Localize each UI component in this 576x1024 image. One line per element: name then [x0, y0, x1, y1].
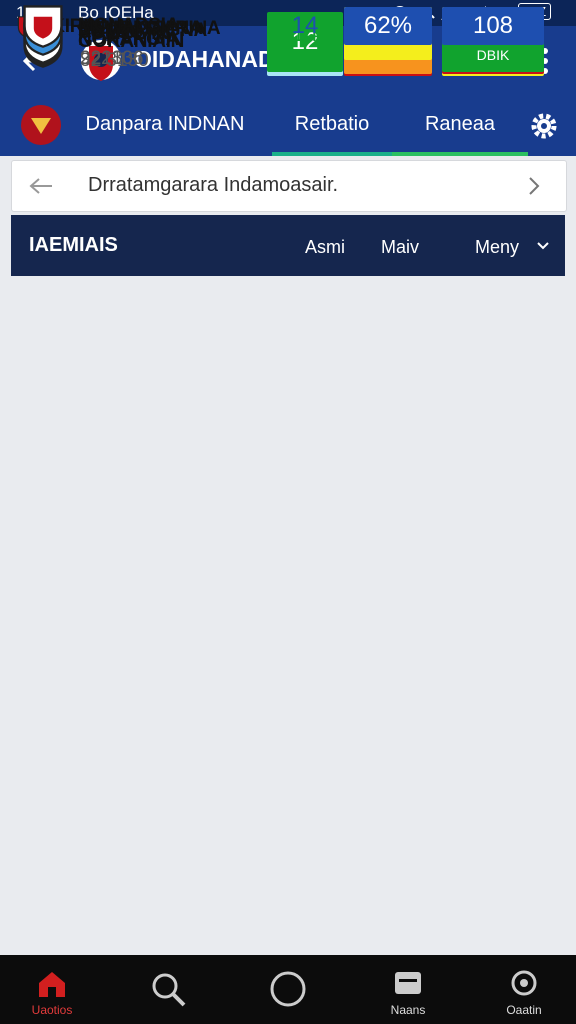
- circle-icon: [270, 971, 306, 1007]
- search-back: [29, 178, 52, 194]
- stat-cell: 12: [267, 12, 343, 72]
- nav-circle[interactable]: [240, 955, 336, 1024]
- search-icon: [152, 973, 186, 1007]
- tab[interactable]: Raneaa: [392, 96, 528, 156]
- team-name: POMOLIIN: [78, 22, 170, 44]
- table-header: IAEMIAIS Asmi Maiv Meny: [11, 215, 565, 276]
- stat-cell: 62%: [344, 7, 432, 45]
- table-body: TKIRPINA073.712.5%NOHARGIAI570.%7.9%EAUR…: [0, 5, 576, 671]
- nav-label: Naans: [390, 1003, 426, 1017]
- stat-value: 14: [291, 19, 319, 47]
- tab-bar: Danpara INDNAN Retbatio Raneaa: [0, 96, 576, 156]
- table-row[interactable]: RIGANGTANA9221367%1%334AOSR: [0, 14, 576, 402]
- settings-button[interactable]: [530, 112, 558, 140]
- team-sub: 922136: [80, 48, 144, 69]
- nav-label: Oaatin: [506, 1003, 542, 1017]
- team-name: SOTOSA: [78, 22, 157, 43]
- stat-cell: 14: [267, 7, 343, 45]
- column-header[interactable]: Asmi: [305, 237, 345, 257]
- stat-value: 14: [291, 12, 319, 39]
- team-name: NOHARGIAI: [78, 29, 185, 50]
- home-icon: [39, 972, 65, 997]
- table-row[interactable]: MONADSIA 14 62% 108: [0, 5, 576, 671]
- table-row[interactable]: SOTOSA117.1%96%: [0, 7, 576, 468]
- carrier: Bo ЮEHa: [78, 3, 154, 22]
- team-name: MONADSIA: [78, 15, 180, 36]
- chevron: [529, 177, 540, 195]
- team-crest: [23, 5, 63, 48]
- nav-search[interactable]: [120, 955, 216, 1024]
- account-icon: [511, 970, 537, 996]
- dropdown-arrow: [537, 242, 549, 250]
- nav-news[interactable]: Naans: [360, 955, 456, 1024]
- stat-value: 62%: [363, 12, 413, 39]
- team-name: NAMARINGNA: [78, 20, 207, 41]
- team-name: NAUDAGMRINA: [78, 18, 221, 39]
- team-name: RIGANGTANA: [78, 18, 203, 39]
- nav-home[interactable]: Uaotios: [4, 955, 100, 1024]
- table-row[interactable]: GOKANIAIN127.%1%DBIK: [0, 12, 576, 552]
- stat-cell: 108: [442, 7, 544, 45]
- tab-active[interactable]: Retbatio: [272, 96, 392, 156]
- team-name: GOKANIAIN: [78, 31, 185, 52]
- stat-cell: 14: [267, 7, 343, 60]
- team-sub: 221306: [80, 48, 144, 69]
- news-icon: [395, 972, 421, 994]
- search-text: Drratamgarara Indamoasair.: [88, 174, 339, 196]
- team-sub: 32 3130: [80, 50, 149, 71]
- bottom-nav: Uaotios Naans Oaatin: [0, 955, 576, 1024]
- table-title: IAEMIAIS: [29, 234, 118, 256]
- column-header[interactable]: Maiv: [381, 237, 420, 257]
- stat-sub: DBIK: [476, 47, 510, 63]
- column-header[interactable]: Meny: [475, 237, 520, 257]
- stat-value: 108: [472, 12, 514, 39]
- search-box[interactable]: Drratamgarara Indamoasair.: [11, 160, 567, 212]
- app-logo: [81, 40, 121, 81]
- nav-label: Uaotios: [31, 1003, 73, 1017]
- team-logo: [21, 105, 61, 145]
- tab[interactable]: Danpara INDNAN: [85, 113, 245, 135]
- nav-account[interactable]: Oaatin: [476, 955, 572, 1024]
- stat-value: 12: [291, 28, 319, 55]
- table-row[interactable]: POMOLIIN147.%34%: [0, 7, 576, 619]
